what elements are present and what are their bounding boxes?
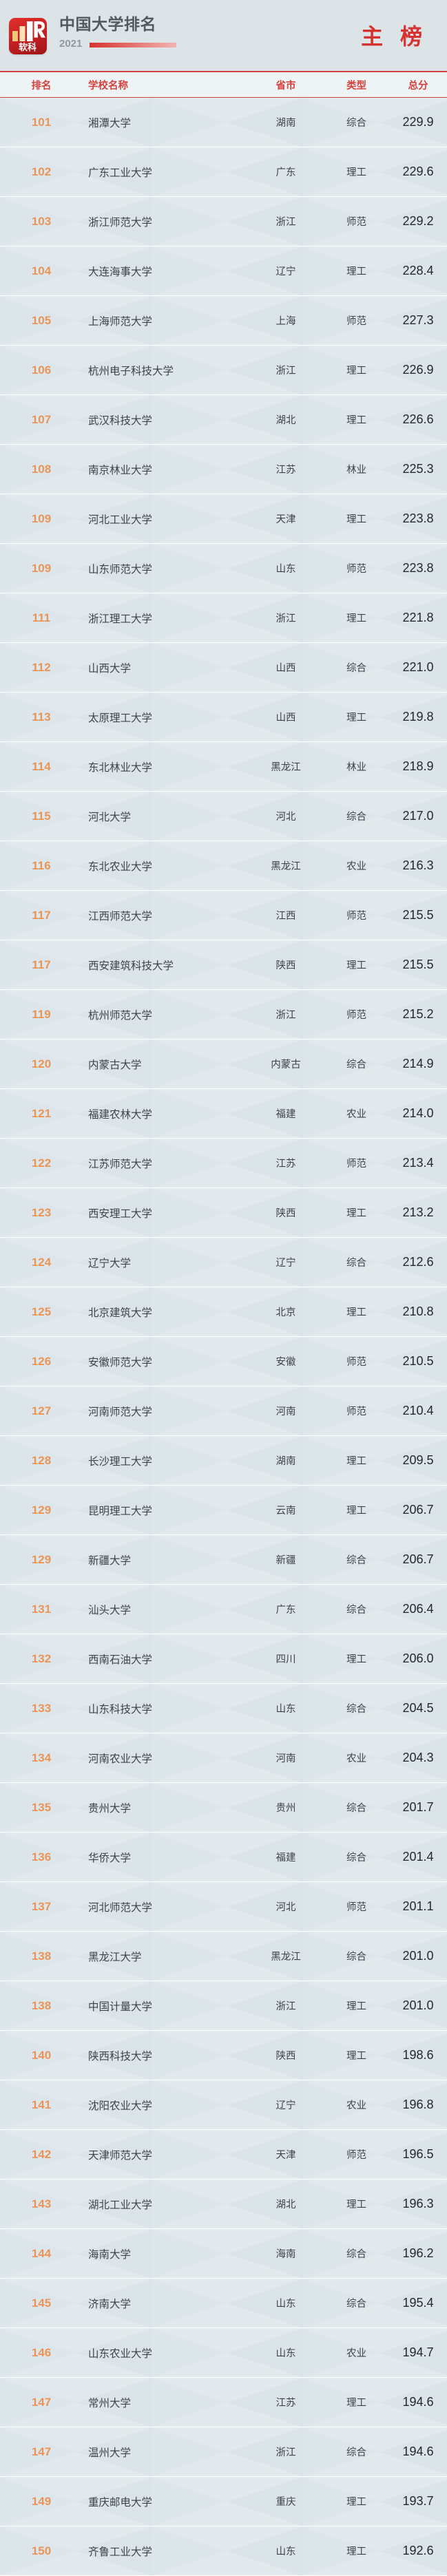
svg-text:软科: 软科 bbox=[19, 42, 37, 52]
